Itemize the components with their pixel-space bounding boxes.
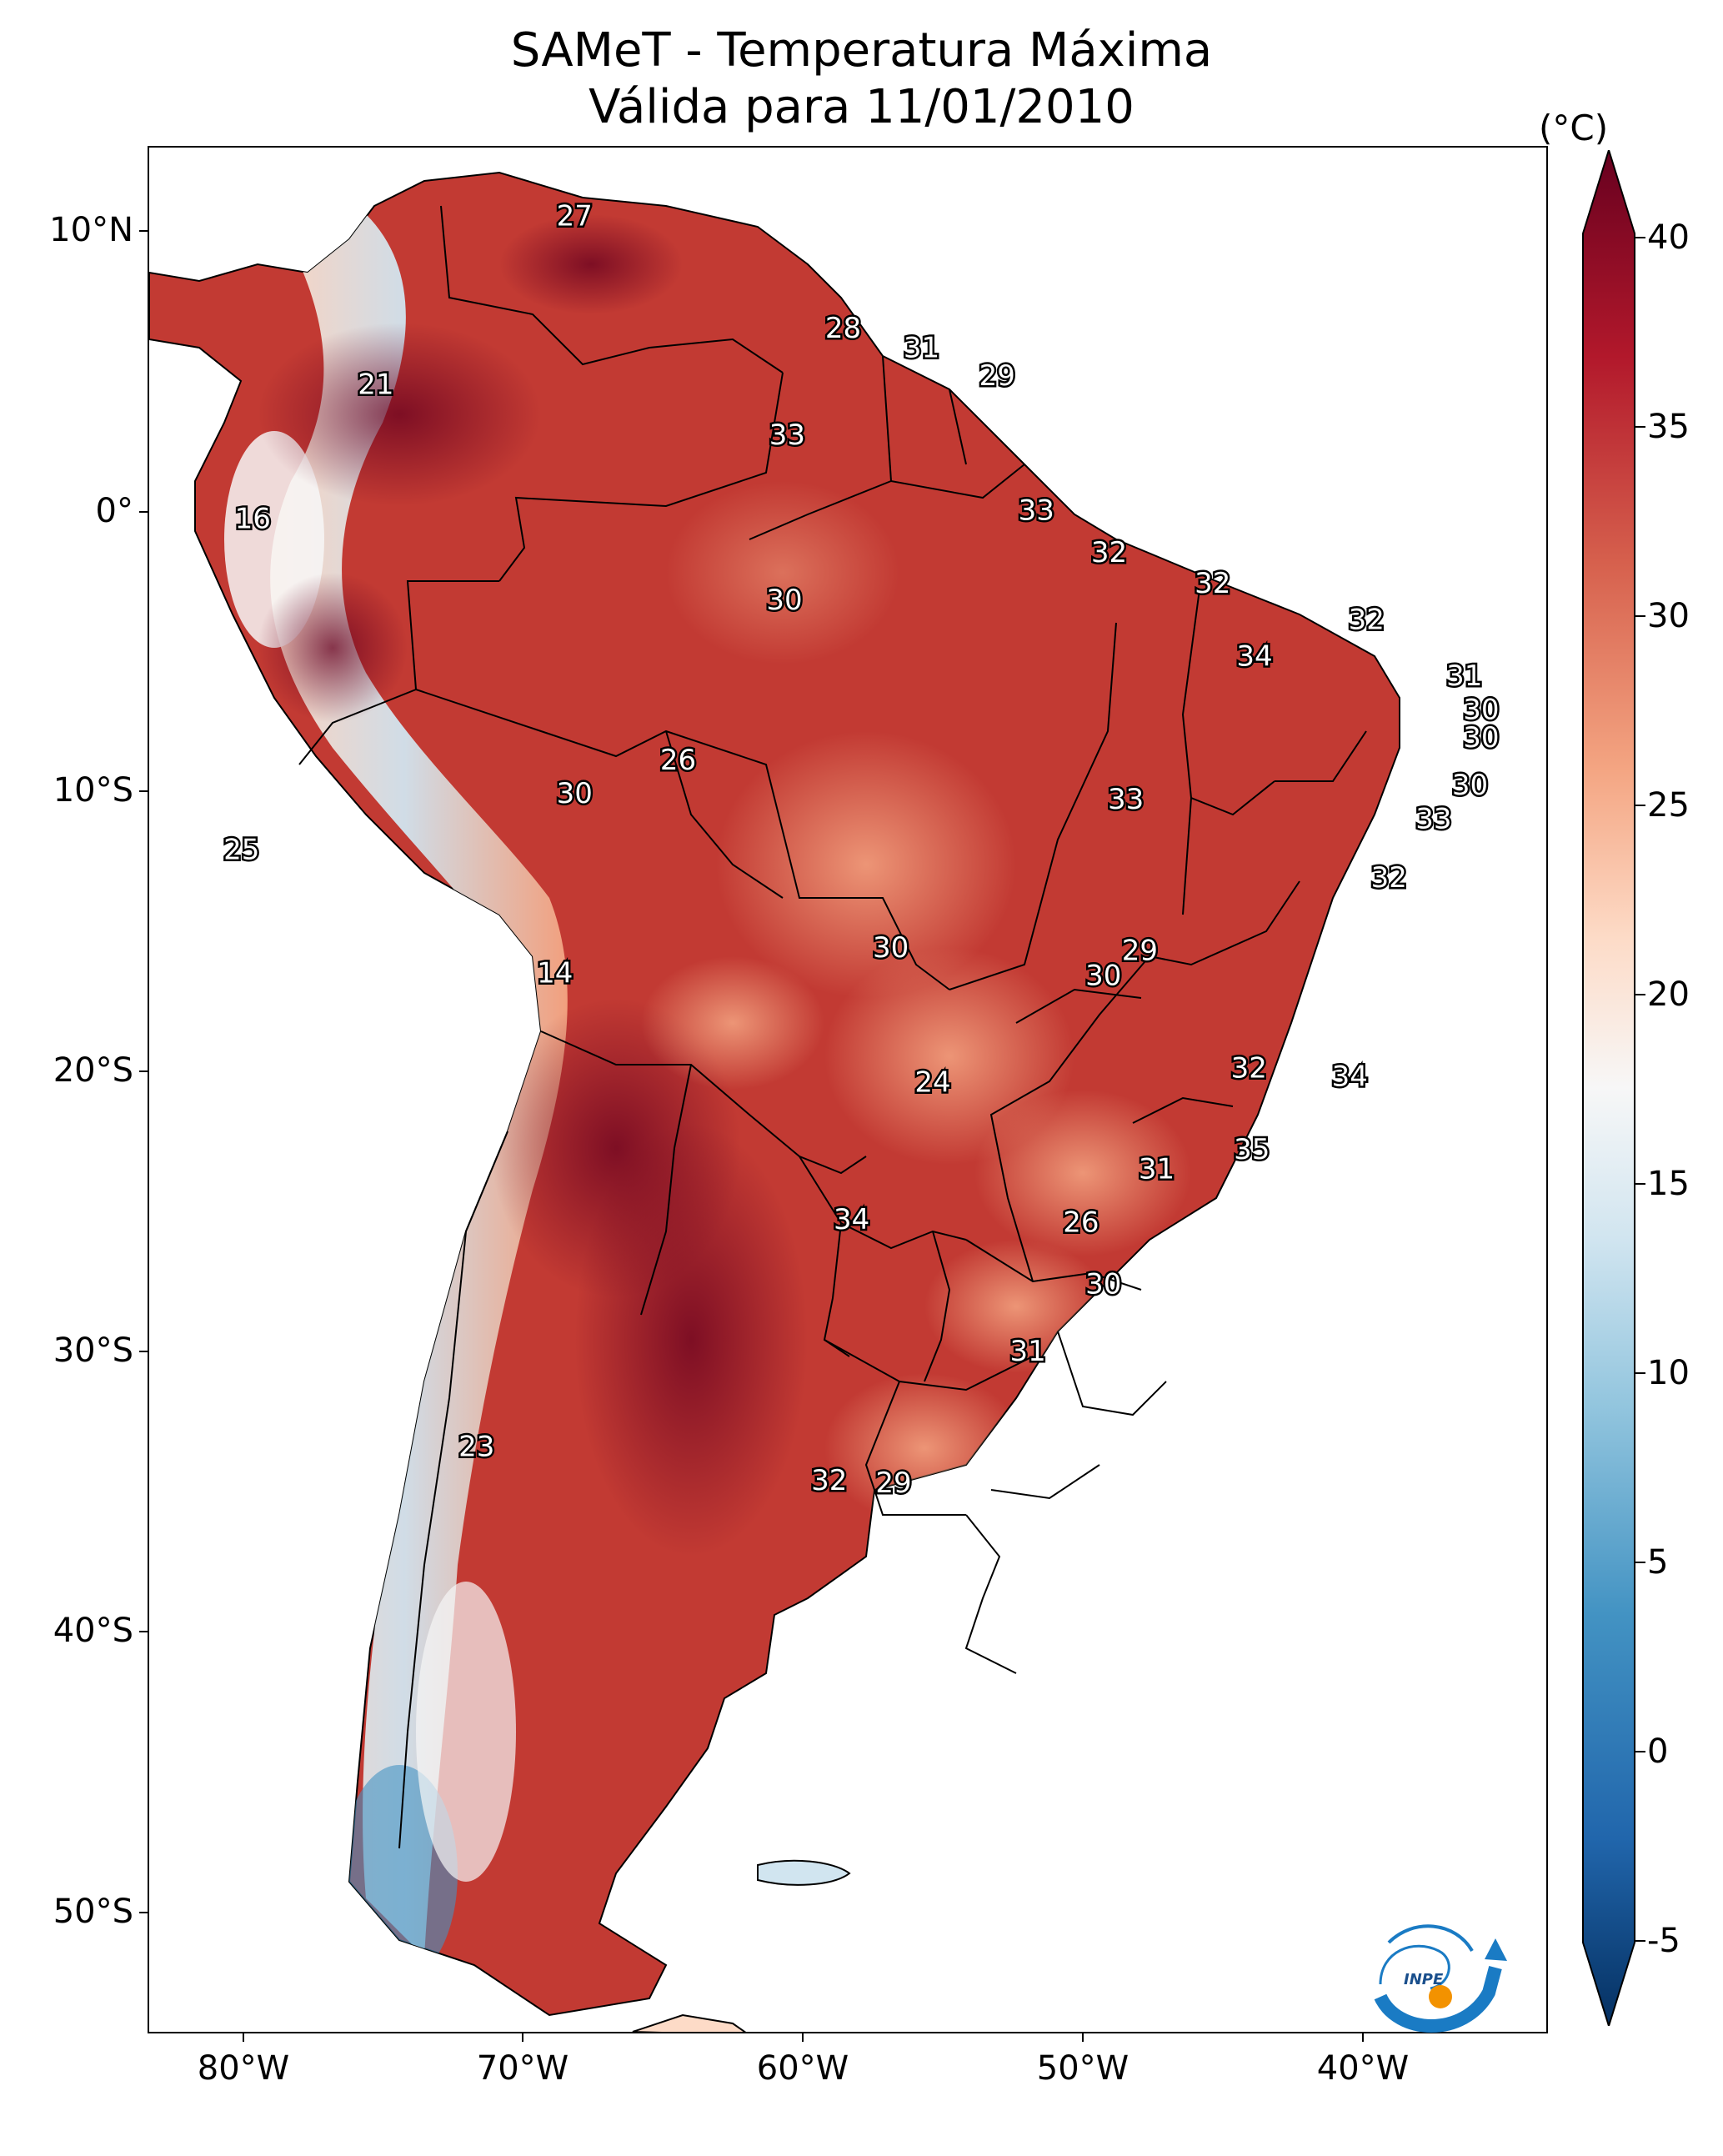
lon-tick-label: 40°W: [1316, 2049, 1410, 2088]
colorbar-tick-mark: [1635, 1940, 1645, 1942]
lat-tick-mark: [139, 1912, 148, 1913]
inpe-logo: INPE: [1374, 1924, 1507, 2033]
lon-tick-mark: [1082, 2033, 1084, 2042]
colorbar-tick-mark: [1635, 1751, 1645, 1752]
temperature-value-label: 32: [811, 1464, 847, 1497]
temperature-value-label: 23: [458, 1431, 494, 1464]
lon-tick-mark: [1362, 2033, 1364, 2042]
temperature-value-label: 32: [1091, 536, 1127, 569]
country-borders: [298, 205, 1367, 1849]
colorbar-tick-label: 40: [1647, 218, 1690, 257]
colorbar-tick-mark: [1635, 615, 1645, 617]
lat-tick-label: 0°: [95, 492, 133, 530]
colorbar-tick-label: 5: [1647, 1543, 1669, 1582]
lat-tick-mark: [139, 790, 148, 792]
colorbar-tick-label: -5: [1647, 1922, 1680, 1960]
lat-tick-mark: [139, 230, 148, 232]
lon-tick-label: 70°W: [476, 2049, 569, 2088]
title-line-2: Válida para 11/01/2010: [589, 80, 1134, 134]
temperature-value-label: 30: [1452, 769, 1488, 802]
colorbar-tick-mark: [1635, 237, 1645, 238]
temperature-value-label: 29: [979, 359, 1015, 393]
lat-tick-mark: [139, 1351, 148, 1352]
lat-tick-label: 30°S: [53, 1331, 133, 1370]
colorbar-gradient: [1582, 150, 1635, 2026]
lon-tick-mark: [522, 2033, 523, 2042]
temperature-value-label: 24: [914, 1065, 950, 1099]
temperature-value-label: 31: [1009, 1335, 1045, 1368]
lat-tick-mark: [139, 1070, 148, 1072]
colorbar-tick-label: 30: [1647, 597, 1690, 635]
colorbar-tick-label: 10: [1647, 1354, 1690, 1392]
temperature-value-label: 30: [1085, 960, 1121, 993]
lat-tick-label: 50°S: [53, 1893, 133, 1931]
colorbar-tick-label: 20: [1647, 975, 1690, 1014]
temperature-value-label: 30: [873, 931, 909, 965]
temperature-value-label: 30: [1463, 721, 1499, 755]
lat-tick-label: 10°N: [49, 211, 133, 249]
temperature-value-label: 30: [1085, 1268, 1121, 1301]
temperature-value-label: 32: [1349, 604, 1385, 637]
lat-tick-mark: [139, 1631, 148, 1632]
colorbar-unit: (°C): [1539, 108, 1609, 148]
temperature-value-label: 25: [223, 833, 259, 866]
lon-tick-label: 80°W: [197, 2049, 290, 2088]
temperature-value-label: 33: [1019, 494, 1054, 528]
temperature-value-label: 29: [1122, 934, 1158, 967]
temperature-value-label: 34: [1236, 639, 1272, 673]
colorbar-tick-mark: [1635, 994, 1645, 995]
lat-tick-mark: [139, 511, 148, 513]
temperature-value-label: 31: [904, 332, 939, 365]
temperature-value-label: 32: [1231, 1052, 1267, 1086]
colorbar-tick-mark: [1635, 1183, 1645, 1185]
temperature-value-label: 14: [537, 956, 573, 990]
temperature-value-label: 30: [766, 584, 802, 617]
colorbar: [1582, 150, 1635, 2026]
colorbar-tick-label: 15: [1647, 1165, 1690, 1203]
temperature-value-label: 32: [1371, 861, 1407, 895]
temperature-value-label: 29: [875, 1467, 911, 1500]
lon-tick-mark: [243, 2033, 244, 2042]
map-area: 27 21 28 31 29 33 16 33 32 30 32 32 34 31 30 30 26 30 30 33…: [148, 146, 1548, 2033]
temperature-value-label: 31: [1446, 659, 1482, 693]
lat-tick-label: 20°S: [53, 1051, 133, 1090]
temperature-value-label: 33: [1108, 783, 1144, 816]
temperature-value-label: 35: [1234, 1133, 1270, 1166]
temperature-value-label: 28: [825, 312, 861, 345]
lat-tick-label: 40°S: [53, 1612, 133, 1650]
lon-tick-mark: [802, 2033, 804, 2042]
temperature-value-label: 34: [1332, 1060, 1368, 1094]
colorbar-tick-label: 25: [1647, 786, 1690, 825]
temperature-value-label: 26: [660, 744, 696, 777]
colorbar-tick-mark: [1635, 1562, 1645, 1563]
land-temperature-field: [149, 171, 1400, 2032]
lon-tick-label: 50°W: [1036, 2049, 1129, 2088]
temperature-value-label: 30: [1463, 693, 1499, 726]
temperature-value-label: 26: [1063, 1206, 1099, 1240]
colorbar-tick-mark: [1635, 426, 1645, 428]
temperature-value-label: 30: [557, 777, 593, 810]
temperature-value-label: 21: [358, 368, 393, 401]
temperature-value-label: 33: [769, 419, 805, 452]
temperature-value-label: 33: [1415, 802, 1451, 835]
temperature-value-label: 32: [1195, 567, 1230, 600]
lat-tick-label: 10°S: [53, 771, 133, 810]
colorbar-tick-label: 35: [1647, 408, 1690, 446]
lon-tick-label: 60°W: [756, 2049, 849, 2088]
svg-text:INPE: INPE: [1404, 1971, 1444, 1988]
temperature-value-label: 34: [834, 1203, 869, 1236]
colorbar-tick-mark: [1635, 805, 1645, 806]
temperature-value-label: 27: [557, 200, 593, 233]
colorbar-tick-mark: [1635, 1372, 1645, 1374]
temperature-value-label: 16: [235, 503, 271, 536]
temperature-value-label: 31: [1139, 1153, 1175, 1186]
colorbar-tick-label: 0: [1647, 1732, 1669, 1771]
title-line-1: SAMeT - Temperatura Máxima: [510, 23, 1213, 78]
